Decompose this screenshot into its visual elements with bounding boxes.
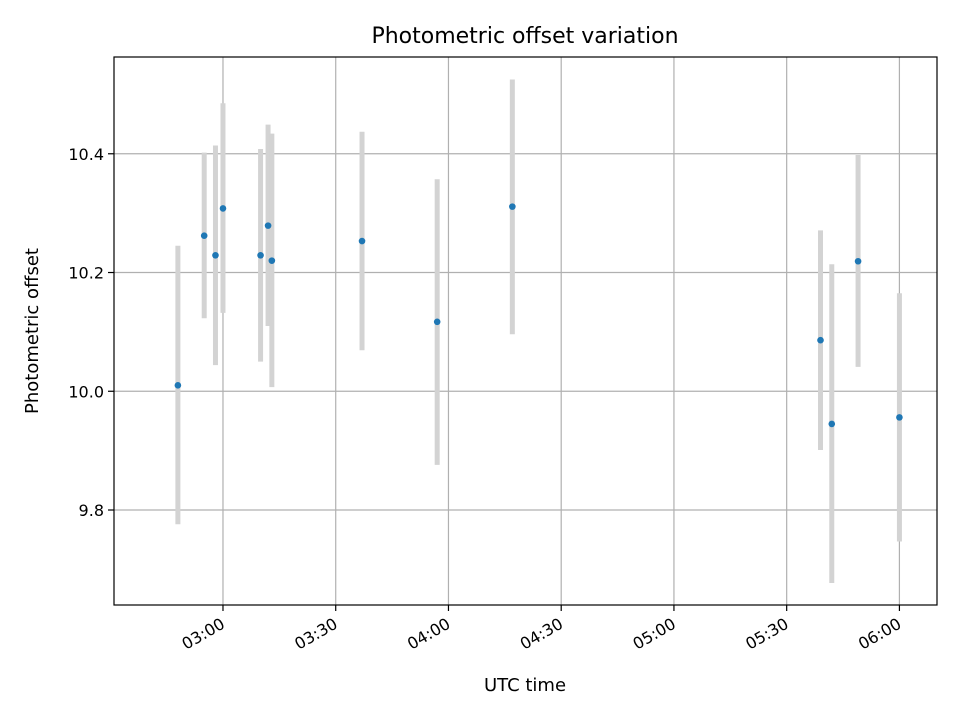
data-points xyxy=(174,203,903,428)
chart-title: Photometric offset variation xyxy=(371,24,678,49)
data-point xyxy=(257,252,264,259)
data-point xyxy=(817,336,824,344)
x-axis-label: UTC time xyxy=(484,675,566,696)
data-point xyxy=(896,414,903,421)
data-point xyxy=(174,382,182,389)
y-axis-label: Photometric offset xyxy=(22,248,43,414)
y-tick-label: 9.8 xyxy=(79,501,104,520)
data-point xyxy=(268,257,276,264)
data-point xyxy=(219,205,227,212)
data-point xyxy=(433,318,441,326)
grid xyxy=(114,57,937,605)
data-point xyxy=(509,203,516,210)
plot-frame xyxy=(113,56,938,606)
data-point xyxy=(200,232,208,240)
y-tick-label: 10.4 xyxy=(68,145,104,164)
data-point xyxy=(264,222,272,229)
y-axis-ticks: 9.8 10.0 10.2 10.4 xyxy=(68,145,114,520)
y-tick-label: 10.2 xyxy=(68,264,104,283)
data-point xyxy=(854,257,862,265)
y-tick-label: 10.0 xyxy=(68,382,104,401)
data-point xyxy=(212,252,219,259)
data-point xyxy=(358,237,366,245)
data-point xyxy=(828,420,836,428)
